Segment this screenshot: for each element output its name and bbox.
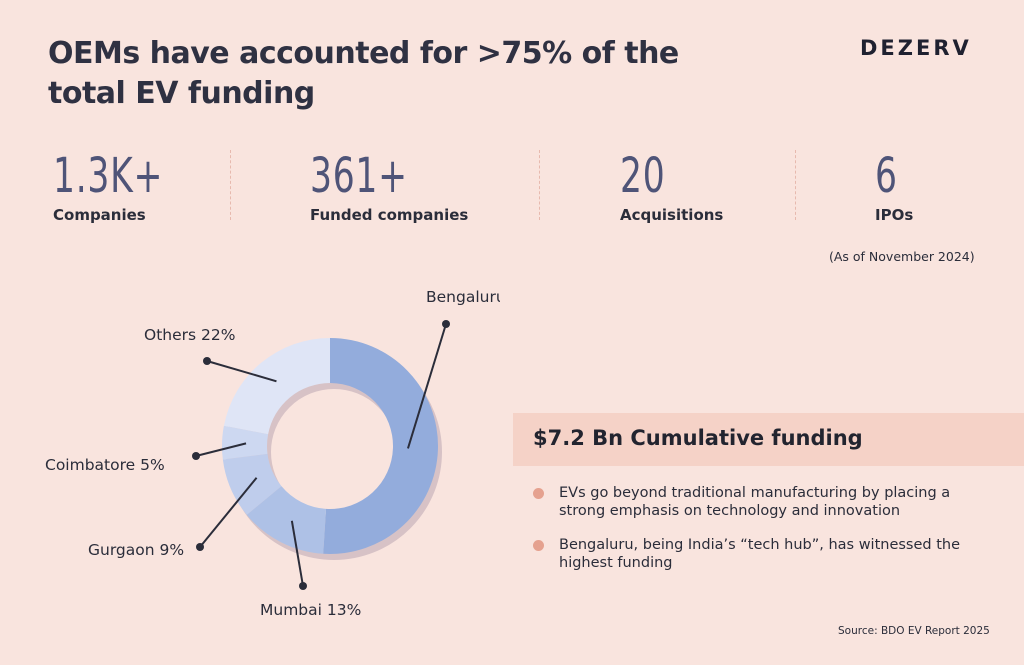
leader-dot-coimbatore: [192, 452, 200, 460]
slice-label-others: Others 22%: [144, 326, 235, 344]
page-title: OEMs have accounted for >75% of the tota…: [48, 36, 679, 111]
bullet-text: EVs go beyond traditional manufacturing …: [559, 485, 951, 519]
list-item: Bengaluru, being India’s “tech hub”, has…: [533, 536, 993, 572]
donut-slice-bengaluru: [323, 338, 438, 554]
stat-ipos: 6 IPOs: [875, 146, 913, 224]
stat-value: 361+: [310, 148, 408, 204]
funding-notes-list: EVs go beyond traditional manufacturing …: [533, 484, 993, 588]
stat-label: Acquisitions: [620, 206, 724, 224]
leader-line-bengaluru: [407, 323, 447, 449]
stat-label: Companies: [53, 206, 146, 224]
stat-value: 1.3K+: [53, 148, 164, 204]
source-note: Source: BDO EV Report 2025: [838, 625, 990, 637]
slice-label-coimbatore: Coimbatore 5%: [45, 456, 165, 474]
stat-value: 20: [620, 148, 666, 204]
slice-label-gurgaon: Gurgaon 9%: [88, 541, 184, 559]
brand-logo: DEZERV: [860, 36, 972, 60]
stat-label: Funded companies: [310, 206, 469, 224]
funding-title: $7.2 Bn Cumulative funding: [533, 426, 863, 450]
stat-divider: [230, 150, 231, 220]
bullet-dot-icon: [533, 540, 544, 551]
leader-line-gurgaon: [199, 477, 258, 548]
bullet-dot-icon: [533, 488, 544, 499]
stat-value: 6: [875, 148, 898, 204]
leader-dot-gurgaon: [196, 543, 204, 551]
leader-dot-mumbai: [299, 582, 307, 590]
funding-by-city-donut-chart: Bengaluru 51% Mumbai 13% Gurgaon 9% Coimbat…: [45, 288, 500, 619]
stat-companies: 1.3K+ Companies: [53, 146, 206, 224]
list-item: EVs go beyond traditional manufacturing …: [533, 484, 993, 520]
donut-slice-mumbai: [246, 486, 327, 554]
donut-slice-others: [223, 338, 330, 435]
stat-divider: [795, 150, 796, 220]
stat-acquisitions: 20 Acquisitions: [620, 146, 723, 224]
funding-summary-band: $7.2 Bn Cumulative funding: [513, 413, 1024, 466]
stat-funded-companies: 361+ Funded companies: [310, 146, 468, 224]
leader-line-coimbatore: [195, 442, 247, 457]
leader-line-mumbai: [290, 520, 304, 587]
leader-line-others: [206, 360, 277, 383]
slice-label-mumbai: Mumbai 13%: [260, 601, 361, 619]
leader-dot-others: [203, 357, 211, 365]
leader-dot-bengaluru: [442, 320, 450, 328]
stat-label: IPOs: [875, 206, 914, 224]
slice-label-bengaluru: Bengaluru 51%: [426, 288, 500, 306]
as-of-note: (As of November 2024): [829, 249, 975, 264]
bullet-text: Bengaluru, being India’s “tech hub”, has…: [559, 537, 961, 571]
stat-divider: [539, 150, 540, 220]
